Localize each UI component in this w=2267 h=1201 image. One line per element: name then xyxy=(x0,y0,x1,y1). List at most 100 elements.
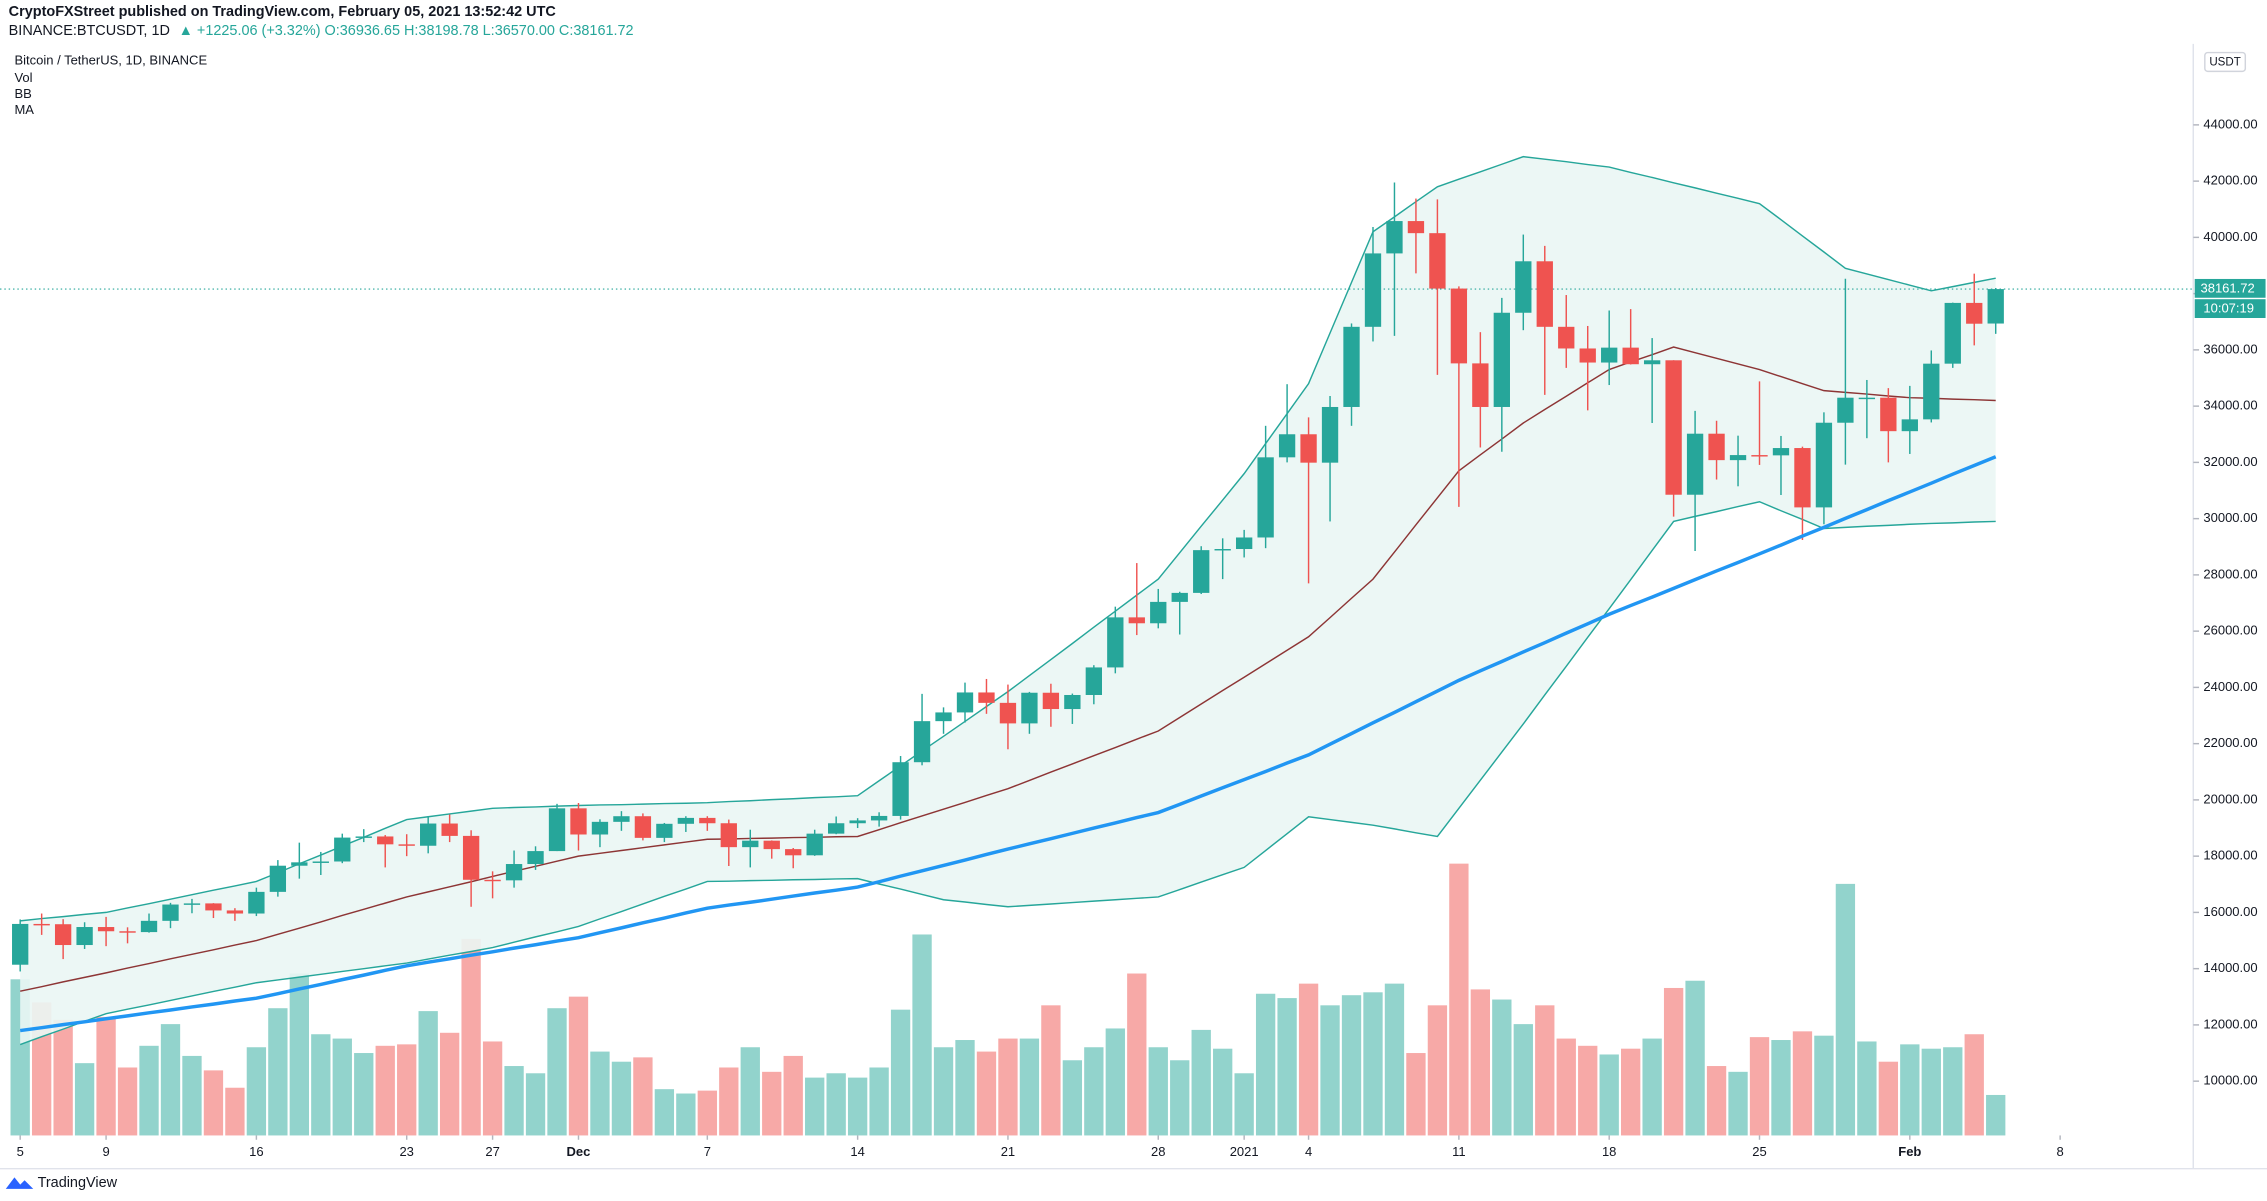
candle-body xyxy=(591,821,609,835)
volume-bar xyxy=(246,1047,267,1136)
candle-body xyxy=(1536,261,1553,327)
volume-bar xyxy=(1384,983,1405,1136)
candle-body xyxy=(1472,363,1489,407)
volume-bar xyxy=(654,1089,675,1136)
x-tick-label: 14 xyxy=(850,1144,864,1159)
candle-body xyxy=(140,920,158,933)
candle-body xyxy=(1107,617,1124,668)
volume-bar xyxy=(482,1041,503,1136)
candle-body xyxy=(1515,261,1532,313)
currency-box[interactable] xyxy=(2204,51,2247,73)
x-tick-label: 11 xyxy=(1452,1144,1466,1159)
countdown: 10:07:19 xyxy=(2203,301,2254,316)
candle-body xyxy=(656,823,673,838)
volume-bar xyxy=(1814,1035,1834,1136)
symbol-line: BINANCE:BTCUSDT, 1D ▲ +1225.06 (+3.32%) O… xyxy=(9,23,634,39)
candle-body xyxy=(763,840,780,850)
y-tick-label: 40000.00 xyxy=(2203,229,2257,244)
candle-body xyxy=(742,840,759,848)
candle-body xyxy=(119,931,136,933)
candle-body xyxy=(398,844,415,846)
volume-bar xyxy=(1835,883,1856,1136)
volume-bar xyxy=(439,1032,460,1136)
candle-body xyxy=(1772,448,1790,456)
y-tick-label: 34000.00 xyxy=(2203,398,2257,413)
volume-bar xyxy=(504,1066,524,1136)
candle-body xyxy=(12,923,29,965)
candle-body xyxy=(1193,550,1210,593)
volume-bar xyxy=(225,1087,245,1136)
legend-title: Bitcoin / TetherUS, 1D, BINANCE xyxy=(14,53,207,68)
candle-body xyxy=(1257,457,1274,538)
volume-bar xyxy=(998,1038,1018,1136)
volume-bar xyxy=(354,1053,374,1136)
y-tick-label: 30000.00 xyxy=(2203,510,2257,525)
volume-bar xyxy=(74,1063,95,1136)
candle-body xyxy=(377,836,394,845)
volume-bar xyxy=(1084,1047,1104,1136)
candle-body xyxy=(1622,347,1639,365)
volume-bar xyxy=(633,1057,653,1136)
x-tick-label: 16 xyxy=(249,1144,263,1159)
volume-bar xyxy=(1749,1037,1770,1136)
y-tick-label: 44000.00 xyxy=(2203,116,2257,131)
candle-body xyxy=(999,702,1017,724)
candle-body xyxy=(806,833,823,856)
candle-body xyxy=(205,903,222,911)
y-tick-label: 16000.00 xyxy=(2203,904,2257,919)
volume-bar xyxy=(1406,1053,1426,1136)
volume-bar xyxy=(1105,1028,1125,1136)
footer: TradingView xyxy=(38,1175,118,1191)
candle-body xyxy=(462,835,480,880)
bb-lower xyxy=(19,501,1996,1046)
legend-bb: BB xyxy=(14,86,31,101)
candle-body xyxy=(1966,302,1983,324)
volume-bar xyxy=(1341,995,1362,1136)
candle-body xyxy=(634,816,652,838)
candle-body xyxy=(1708,433,1725,461)
candle-body xyxy=(1665,360,1682,495)
candle-body xyxy=(849,820,866,824)
candle-body xyxy=(1858,397,1876,400)
volume-bar xyxy=(805,1077,825,1136)
y-tick-label: 22000.00 xyxy=(2203,735,2257,750)
legend-vol: Vol xyxy=(14,70,32,85)
candle-body xyxy=(1021,692,1038,724)
candle-body xyxy=(1923,363,1940,420)
volume-bar xyxy=(1298,983,1319,1136)
candle-body xyxy=(1343,326,1360,407)
candle-body xyxy=(1321,406,1339,463)
volume-bar xyxy=(182,1055,202,1136)
volume-bar xyxy=(1986,1094,2006,1136)
volume-bar xyxy=(912,934,932,1136)
candle-body xyxy=(1407,221,1425,234)
x-tick-label: 7 xyxy=(704,1144,711,1159)
candle-body xyxy=(33,923,50,926)
candle-body xyxy=(956,692,974,713)
volume-bar xyxy=(1449,863,1469,1136)
candle-body xyxy=(1837,397,1854,423)
volume-bar xyxy=(955,1040,975,1136)
candle-body xyxy=(1064,694,1081,710)
volume-bar xyxy=(869,1067,889,1136)
publisher-text: CryptoFXStreet published on TradingView.… xyxy=(9,4,557,20)
volume-bar xyxy=(740,1047,760,1136)
symbol: BINANCE:BTCUSDT, 1D xyxy=(9,23,170,39)
y-tick-label: 32000.00 xyxy=(2203,454,2257,469)
candle-body xyxy=(1450,288,1468,364)
volume-bar xyxy=(397,1044,417,1136)
candle-body xyxy=(1214,549,1231,551)
currency[interactable]: USDT xyxy=(2209,57,2240,69)
volume-bar xyxy=(1363,992,1383,1136)
x-tick-label: 23 xyxy=(399,1144,413,1159)
volume-bar xyxy=(1964,1034,1984,1136)
candle-body xyxy=(1686,433,1704,495)
y-tick-label: 20000.00 xyxy=(2203,791,2257,806)
volume-bar xyxy=(611,1061,632,1136)
volume-bar xyxy=(1427,1005,1448,1136)
volume-bar xyxy=(1148,1047,1168,1136)
y-tick-label: 18000.00 xyxy=(2203,848,2257,863)
x-tick-label: 5 xyxy=(17,1144,24,1159)
